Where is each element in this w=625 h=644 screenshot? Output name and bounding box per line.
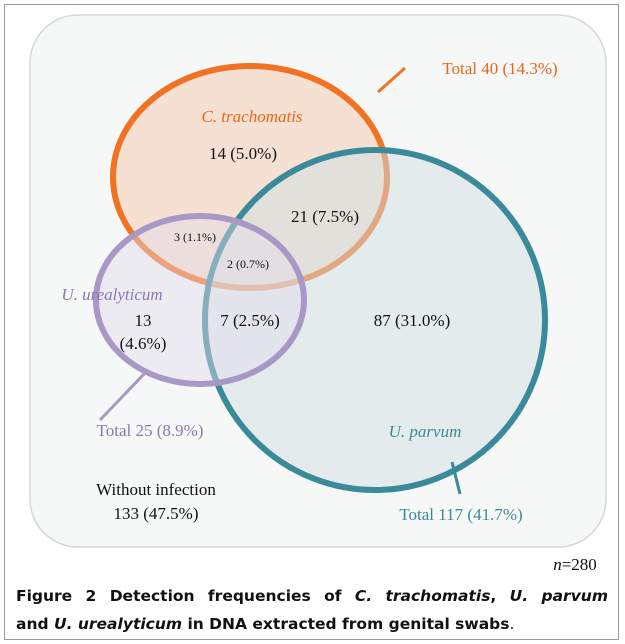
leader-line (98, 371, 147, 422)
caption-text: , (490, 587, 510, 605)
circle-u-parvum (202, 147, 548, 493)
region-count: 3 (1.1%) (174, 230, 216, 244)
caption-text: in DNA extracted from genital swabs (182, 615, 510, 633)
region-count: 21 (7.5%) (291, 207, 359, 226)
caption-text: Detection frequencies of (109, 587, 355, 605)
figure-frame (4, 4, 619, 640)
region-count: (4.6%) (120, 334, 167, 353)
set-name: U. urealyticum (61, 285, 162, 304)
leader-line (450, 461, 462, 495)
caption-line: Figure 2 Detection frequencies of C. tra… (16, 582, 608, 610)
region-count: 2 (0.7%) (227, 257, 269, 271)
region-count: 13 (135, 311, 152, 330)
sample-size-variable: n (553, 555, 562, 574)
without-infection-value: 133 (47.5%) (114, 504, 199, 523)
caption-text: U. urealyticum (54, 615, 183, 633)
caption: Figure 2 Detection frequencies of C. tra… (16, 582, 608, 638)
circle-u-urealyticum (93, 213, 307, 387)
caption-text: and (16, 615, 54, 633)
set-name: C. trachomatis (201, 107, 302, 126)
caption-text: C. trachomatis (354, 587, 491, 605)
caption-line: and U. urealyticum in DNA extracted from… (16, 610, 608, 638)
set-total: Total 40 (14.3%) (442, 59, 557, 78)
caption-label: Figure 2 (16, 587, 97, 605)
region-count: 7 (2.5%) (220, 311, 279, 330)
caption-text: U. parvum (509, 587, 608, 605)
set-name: U. parvum (389, 422, 462, 441)
set-total: Total 117 (41.7%) (399, 505, 522, 524)
sample-size-value: =280 (562, 555, 597, 574)
sample-size: n=280 (553, 555, 597, 574)
without-infection-label: Without infection (96, 480, 216, 499)
region-count: 87 (31.0%) (374, 311, 450, 330)
leader-line (377, 66, 406, 94)
set-total: Total 25 (8.9%) (97, 421, 204, 440)
region-count: 14 (5.0%) (209, 144, 277, 163)
caption-text: . (509, 615, 515, 633)
